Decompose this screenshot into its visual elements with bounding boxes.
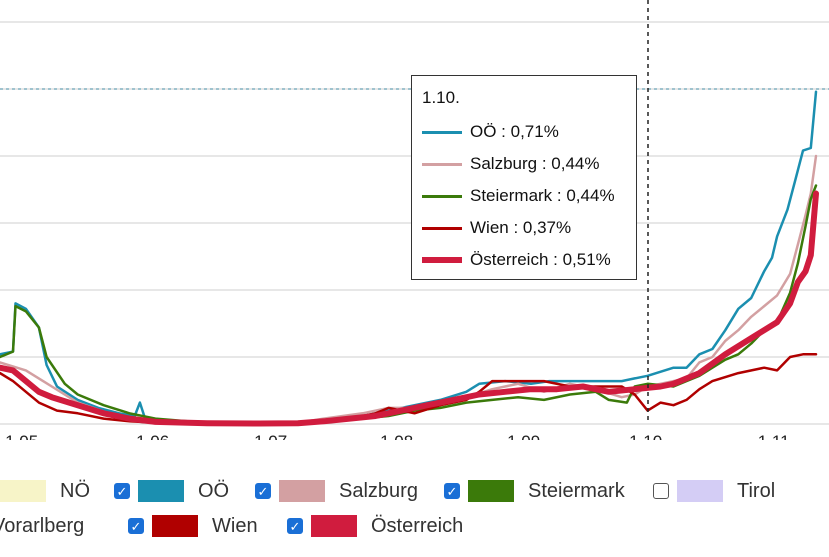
x-tick-label: 1.05. bbox=[5, 432, 43, 440]
tooltip-row-wien: Wien : 0,37% bbox=[422, 212, 626, 244]
legend-label: Tirol bbox=[737, 479, 776, 502]
x-axis: 1.05. 1.06. 1.07. 1.08. 1.09. 1.10. 1.11. bbox=[5, 432, 794, 440]
series-line-steiermark bbox=[0, 184, 818, 425]
tooltip-row-label: OÖ : 0,71% bbox=[470, 122, 559, 141]
line-chart: 1.05. 1.06. 1.07. 1.08. 1.09. 1.10. 1.11. bbox=[0, 0, 829, 440]
checkbox-checked-icon[interactable]: ✓ bbox=[114, 483, 130, 499]
tooltip-swatch bbox=[422, 162, 462, 166]
tooltip-row-ooe: OÖ : 0,71% bbox=[422, 116, 626, 148]
legend-item-salzburg[interactable]: ✓ Salzburg bbox=[255, 474, 418, 508]
legend-label: Salzburg bbox=[339, 479, 418, 502]
checkbox-unchecked-icon[interactable] bbox=[653, 483, 669, 499]
legend-swatch bbox=[279, 480, 325, 502]
chart-series bbox=[0, 90, 819, 427]
x-tick-label: 1.10. bbox=[629, 432, 667, 440]
legend-item-ooe[interactable]: ✓ OÖ bbox=[114, 474, 229, 508]
legend-item-steiermark[interactable]: ✓ Steiermark bbox=[444, 474, 625, 508]
legend-item-tirol[interactable]: Tirol bbox=[653, 474, 775, 508]
tooltip-row-label: Österreich : 0,51% bbox=[470, 250, 611, 269]
tooltip: 1.10. OÖ : 0,71% Salzburg : 0,44% Steier… bbox=[411, 75, 637, 280]
legend-item-vorarlberg[interactable]: Vorarlberg bbox=[0, 509, 84, 543]
legend-swatch bbox=[311, 515, 357, 537]
legend-label: Steiermark bbox=[528, 479, 625, 502]
checkbox-checked-icon[interactable]: ✓ bbox=[128, 518, 144, 534]
tooltip-date: 1.10. bbox=[422, 88, 460, 107]
series-line-oö bbox=[0, 90, 818, 425]
tooltip-swatch bbox=[422, 226, 462, 230]
tooltip-row-label: Steiermark : 0,44% bbox=[470, 186, 615, 205]
legend-item-noe[interactable]: NÖ bbox=[0, 474, 90, 508]
legend-swatch bbox=[677, 480, 723, 502]
legend-label: Vorarlberg bbox=[0, 514, 85, 537]
tooltip-row-label: Salzburg : 0,44% bbox=[470, 154, 600, 173]
legend-label: Österreich bbox=[371, 514, 464, 537]
legend: NÖ ✓ OÖ ✓ Salzburg ✓ Steiermark Tirol Vo… bbox=[0, 474, 829, 557]
checkbox-checked-icon[interactable]: ✓ bbox=[287, 518, 303, 534]
x-tick-label: 1.11. bbox=[758, 432, 795, 440]
x-tick-label: 1.07. bbox=[254, 432, 292, 440]
legend-label: OÖ bbox=[198, 479, 230, 502]
checkbox-checked-icon[interactable]: ✓ bbox=[255, 483, 271, 499]
legend-item-wien[interactable]: ✓ Wien bbox=[128, 509, 258, 543]
checkbox-checked-icon[interactable]: ✓ bbox=[444, 483, 460, 499]
tooltip-row-label: Wien : 0,37% bbox=[470, 218, 572, 237]
tooltip-swatch bbox=[422, 130, 462, 134]
legend-label: Wien bbox=[212, 514, 258, 537]
series-line-österreich bbox=[0, 190, 819, 427]
legend-swatch bbox=[152, 515, 198, 537]
legend-item-oesterreich[interactable]: ✓ Österreich bbox=[287, 509, 463, 543]
tooltip-row-salzburg: Salzburg : 0,44% bbox=[422, 148, 626, 180]
legend-label: NÖ bbox=[60, 479, 90, 502]
x-tick-label: 1.08. bbox=[380, 432, 418, 440]
tooltip-swatch bbox=[422, 257, 462, 263]
legend-swatch bbox=[468, 480, 514, 502]
legend-swatch bbox=[138, 480, 184, 502]
legend-swatch bbox=[0, 480, 46, 502]
tooltip-row-oesterreich: Österreich : 0,51% bbox=[422, 244, 626, 276]
x-tick-label: 1.06. bbox=[136, 432, 174, 440]
x-tick-label: 1.09. bbox=[507, 432, 545, 440]
tooltip-swatch bbox=[422, 194, 462, 198]
tooltip-row-steiermark: Steiermark : 0,44% bbox=[422, 180, 626, 212]
